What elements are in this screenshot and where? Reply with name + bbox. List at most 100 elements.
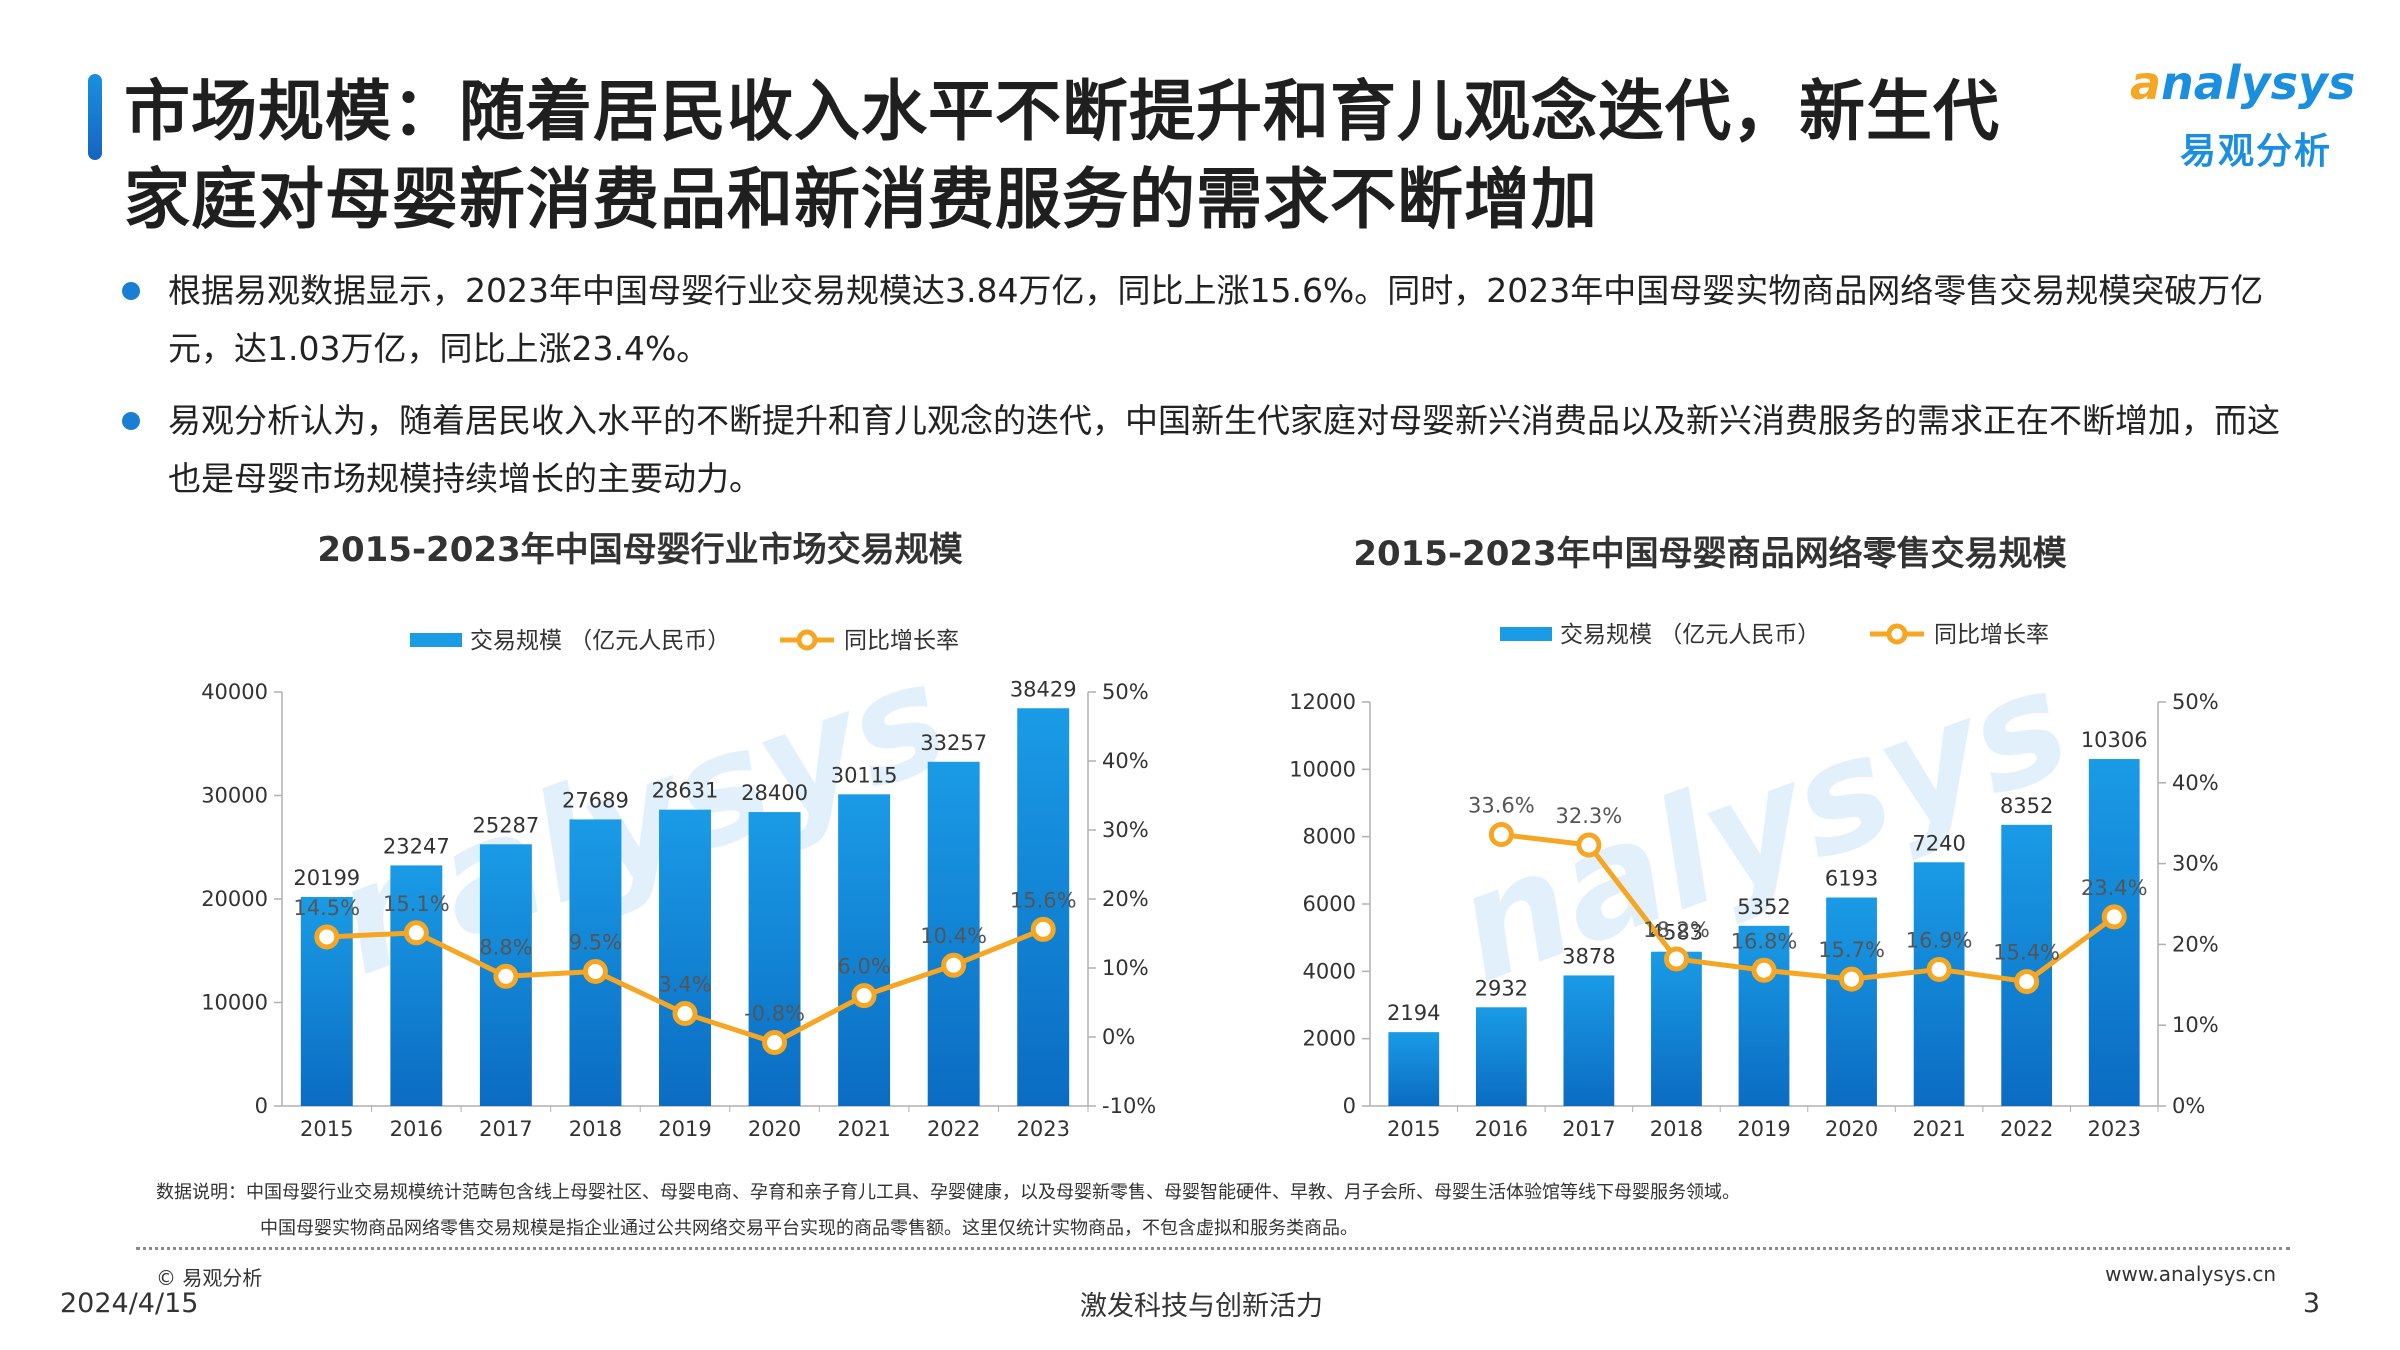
chart2-bar-value-label: 2194 xyxy=(1387,1001,1440,1025)
chart2-growth-label: 33.6% xyxy=(1468,794,1535,818)
chart2-y-left-tick-label: 2000 xyxy=(1303,1027,1356,1051)
data-note-line2: 中国母婴实物商品网络零售交易规模是指企业通过公共网络交易平台实现的商品零售额。这… xyxy=(260,1218,1358,1239)
chart2-bar-value-label: 3878 xyxy=(1562,944,1615,968)
chart1-legend-line-marker xyxy=(796,629,818,651)
website-link[interactable]: www.analysys.cn xyxy=(2105,1262,2276,1286)
chart1-bar xyxy=(390,865,443,1106)
chart2-x-tick-label: 2016 xyxy=(1475,1117,1528,1141)
chart1-bar xyxy=(748,812,801,1106)
chart2-growth-label: 18.2% xyxy=(1643,918,1710,942)
chart2-growth-point xyxy=(2014,969,2040,995)
chart2-y-left-tick-label: 6000 xyxy=(1303,892,1356,916)
chart2-legend-line-label: 同比增长率 xyxy=(1934,622,2049,648)
chart1-bar xyxy=(1017,708,1070,1106)
chart2-legend-line-marker xyxy=(1886,623,1908,645)
chart1-x-tick-label: 2020 xyxy=(748,1117,801,1141)
page-title: 市场规模：随着居民收入水平不断提升和育儿观念迭代，新生代 家庭对母婴新消费品和新… xyxy=(124,68,2114,244)
page-number: 3 xyxy=(2302,1288,2320,1319)
chart1-growth-point xyxy=(851,983,877,1009)
chart2-growth-line xyxy=(1501,832,2116,985)
chart2-x-tick-label: 2015 xyxy=(1387,1117,1440,1141)
chart2-bar-value-label: 6193 xyxy=(1825,867,1878,891)
chart1-title: 2015-2023年中国母婴行业市场交易规模 xyxy=(317,530,963,570)
chart1-growth-point xyxy=(762,1030,788,1056)
page-title-line1: 市场规模：随着居民收入水平不断提升和育儿观念迭代，新生代 xyxy=(124,73,2000,150)
chart2-growth-point xyxy=(1488,822,1514,848)
data-note-line1: 数据说明：中国母婴行业交易规模统计范畴包含线上母婴社区、母婴电商、孕育和亲子育儿… xyxy=(156,1182,1740,1203)
logo-text-en: analysys xyxy=(2130,56,2356,110)
chart1-growth-point xyxy=(403,920,429,946)
chart2-growth-point xyxy=(1751,957,1777,983)
chart2-growth-label: 15.4% xyxy=(1993,941,2060,965)
chart2-growth-label: 32.3% xyxy=(1556,804,1623,828)
chart1-bar-value-label: 27689 xyxy=(562,788,629,812)
chart1-bar-value-label: 28631 xyxy=(652,779,719,803)
chart1-growth-point xyxy=(314,924,340,950)
copyright: © 易观分析 xyxy=(156,1266,263,1290)
chart1-bar-value-label: 30115 xyxy=(831,763,898,787)
chart2-bar-value-label: 2932 xyxy=(1475,976,1528,1000)
chart1-growth-label: -0.8% xyxy=(744,1002,805,1026)
chart1-y-left-tick-label: 30000 xyxy=(201,784,268,808)
chart1-growth-label: 6.0% xyxy=(837,955,890,979)
bullet-text: 易观分析认为，随着居民收入水平的不断提升和育儿观念的迭代，中国新生代家庭对母婴新… xyxy=(168,401,2280,498)
chart2-bar xyxy=(1388,1032,1440,1106)
chart2-y-left-tick-label: 4000 xyxy=(1303,959,1356,983)
chart1-x-tick-label: 2023 xyxy=(1016,1117,1069,1141)
chart2-bar-value-label: 8352 xyxy=(2000,794,2053,818)
chart1-y-right-tick-label: 0% xyxy=(1102,1025,1135,1049)
chart2-growth-label: 15.7% xyxy=(1818,938,1885,962)
chart2-y-right-tick-label: 0% xyxy=(2172,1094,2205,1118)
chart2-x-tick-label: 2020 xyxy=(1825,1117,1878,1141)
chart2-growth-point xyxy=(1576,832,1602,858)
chart1-growth-label: 15.6% xyxy=(1010,888,1077,912)
chart2-bar xyxy=(1826,897,1877,1106)
chart1-growth-label: 14.5% xyxy=(293,896,360,920)
chart1-growth-point xyxy=(582,958,608,984)
chart2-y-left-tick-label: 8000 xyxy=(1303,825,1356,849)
chart1-bar xyxy=(927,761,980,1106)
chart2-y-left-tick-label: 10000 xyxy=(1289,757,1356,781)
chart1-bar xyxy=(838,794,891,1106)
chart2-bar xyxy=(1651,951,1702,1106)
chart2-bar xyxy=(2001,824,2053,1106)
chart1-bar-value-label: 23247 xyxy=(383,834,450,858)
chart1-growth-label: 15.1% xyxy=(383,892,450,916)
page-title-line2: 家庭对母婴新消费品和新消费服务的需求不断增加 xyxy=(124,161,1598,238)
chart1-growth-label: 3.4% xyxy=(658,973,711,997)
chart2-bar xyxy=(1563,975,1615,1106)
chart1-y-left-tick-label: 0 xyxy=(255,1094,268,1118)
chart2-bar xyxy=(1913,862,1965,1106)
footer-slogan: 激发科技与创新活力 xyxy=(1080,1291,1323,1322)
chart1-x-tick-label: 2019 xyxy=(658,1117,711,1141)
chart1-x-tick-label: 2015 xyxy=(300,1117,353,1141)
chart2-bar xyxy=(1475,1007,1527,1106)
chart2-bar-value-label: 10306 xyxy=(2081,728,2148,752)
chart1-y-right-tick-label: -10% xyxy=(1102,1094,1156,1118)
chart1-bar-value-label: 28400 xyxy=(741,781,808,805)
chart1-bar-value-label: 25287 xyxy=(472,813,539,837)
chart2-x-tick-label: 2023 xyxy=(2087,1117,2140,1141)
chart1-x-tick-label: 2017 xyxy=(479,1117,532,1141)
chart2-x-tick-label: 2017 xyxy=(1562,1117,1615,1141)
chart1-y-left-tick-label: 40000 xyxy=(201,680,268,704)
chart2-y-right-tick-label: 40% xyxy=(2172,771,2219,795)
chart2-x-tick-label: 2019 xyxy=(1737,1117,1790,1141)
bullet-item: 根据易观数据显示，2023年中国母婴行业交易规模达3.84万亿，同比上涨15.6… xyxy=(120,262,2280,378)
report-date: 2024/4/15 xyxy=(60,1288,199,1319)
footer-divider xyxy=(136,1247,2290,1250)
chart2-growth-label: 23.4% xyxy=(2081,876,2148,900)
chart1-y-right-tick-label: 10% xyxy=(1102,956,1149,980)
bullet-text: 根据易观数据显示，2023年中国母婴行业交易规模达3.84万亿，同比上涨15.6… xyxy=(168,271,2264,368)
chart2-legend-bar-label: 交易规模 （亿元人民币） xyxy=(1560,622,1820,648)
analysys-logo: analysys 易观分析 xyxy=(2130,56,2380,176)
chart1-growth-point xyxy=(672,1001,698,1027)
chart2-growth-point xyxy=(1839,966,1865,992)
chart2-y-right-tick-label: 10% xyxy=(2172,1013,2219,1037)
chart1-growth-point xyxy=(1030,916,1056,942)
summary-bullets: 根据易观数据显示，2023年中国母婴行业交易规模达3.84万亿，同比上涨15.6… xyxy=(120,262,2280,522)
chart2-y-left-tick-label: 0 xyxy=(1343,1094,1356,1118)
chart2-y-left-tick-label: 12000 xyxy=(1289,690,1356,714)
